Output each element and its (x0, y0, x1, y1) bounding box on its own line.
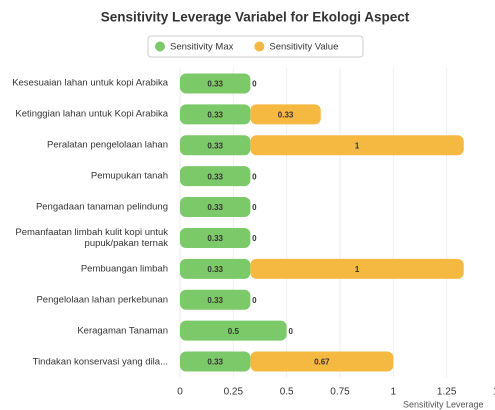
legend-label: Sensitivity Max (170, 42, 234, 53)
legend-swatch (254, 41, 265, 52)
data-label: 0.33 (207, 296, 223, 305)
data-label: 0.33 (278, 110, 294, 119)
data-label: 0 (252, 296, 257, 305)
bar (180, 227, 251, 248)
y-tick-label: Tindakan konservasi yang dila... (32, 356, 168, 368)
data-label: 0.67 (314, 358, 330, 367)
x-tick-label: 1.5 (493, 387, 495, 398)
x-tick-label: 1.25 (437, 387, 457, 398)
data-label: 1 (355, 141, 360, 150)
legend-swatch (155, 41, 165, 52)
bar (250, 351, 394, 372)
y-tick-label: Pengadaan tanaman pelindung (35, 201, 168, 213)
y-tick-label: Pemanfaatan limbah kulit kopi untuk pupu… (15, 226, 168, 249)
data-label: 0.33 (207, 265, 223, 274)
data-label: 0.5 (228, 327, 240, 336)
y-tick-label: Keragaman Tanaman (77, 325, 168, 337)
data-label: 0.33 (207, 80, 223, 89)
chart-title: Sensitivity Leverage Variabel for Ekolog… (101, 10, 410, 25)
bar (180, 289, 251, 310)
data-label: 0 (252, 203, 257, 212)
bar (180, 135, 251, 156)
bar (250, 135, 464, 156)
bar (180, 197, 251, 218)
data-label: 0.33 (207, 172, 223, 181)
data-label: 1 (355, 265, 360, 274)
legend-label: Sensitivity Value (269, 42, 338, 53)
bar (180, 258, 251, 279)
data-label: 0 (252, 80, 257, 89)
bar (250, 258, 464, 279)
data-label: 0.33 (207, 358, 223, 367)
data-label: 0 (252, 172, 257, 181)
y-tick-label: Kesesuaian lahan untuk kopi Arabika (12, 77, 168, 89)
y-tick-label: Pengelolaan lahan perkebunan (36, 294, 168, 306)
x-tick-label: 0.5 (280, 387, 294, 398)
y-tick-label: Pemupukan tanah (90, 170, 168, 182)
bar (180, 320, 287, 341)
bar (180, 166, 251, 187)
y-tick-label: Peralatan pengelolaan lahan (47, 139, 168, 151)
data-label: 0 (252, 234, 257, 243)
bar (180, 351, 251, 372)
data-label: 0.33 (207, 203, 223, 212)
data-label: 0 (288, 327, 293, 336)
y-tick-label: Pembuangan limbah (80, 263, 168, 275)
x-axis-label: Sensitivity Leverage (403, 399, 484, 409)
data-label: 0.33 (207, 110, 223, 119)
x-tick-label: 0.75 (330, 387, 350, 398)
bar (250, 104, 321, 125)
bar (180, 104, 251, 125)
data-label: 0.33 (207, 234, 223, 243)
y-tick-label: Ketinggian lahan untuk Kopi Arabika (15, 108, 168, 120)
bar (180, 73, 251, 94)
x-tick-label: 0 (177, 387, 183, 398)
x-tick-label: 1 (391, 387, 397, 398)
x-tick-label: 0.25 (224, 387, 244, 398)
data-label: 0.33 (207, 141, 223, 150)
